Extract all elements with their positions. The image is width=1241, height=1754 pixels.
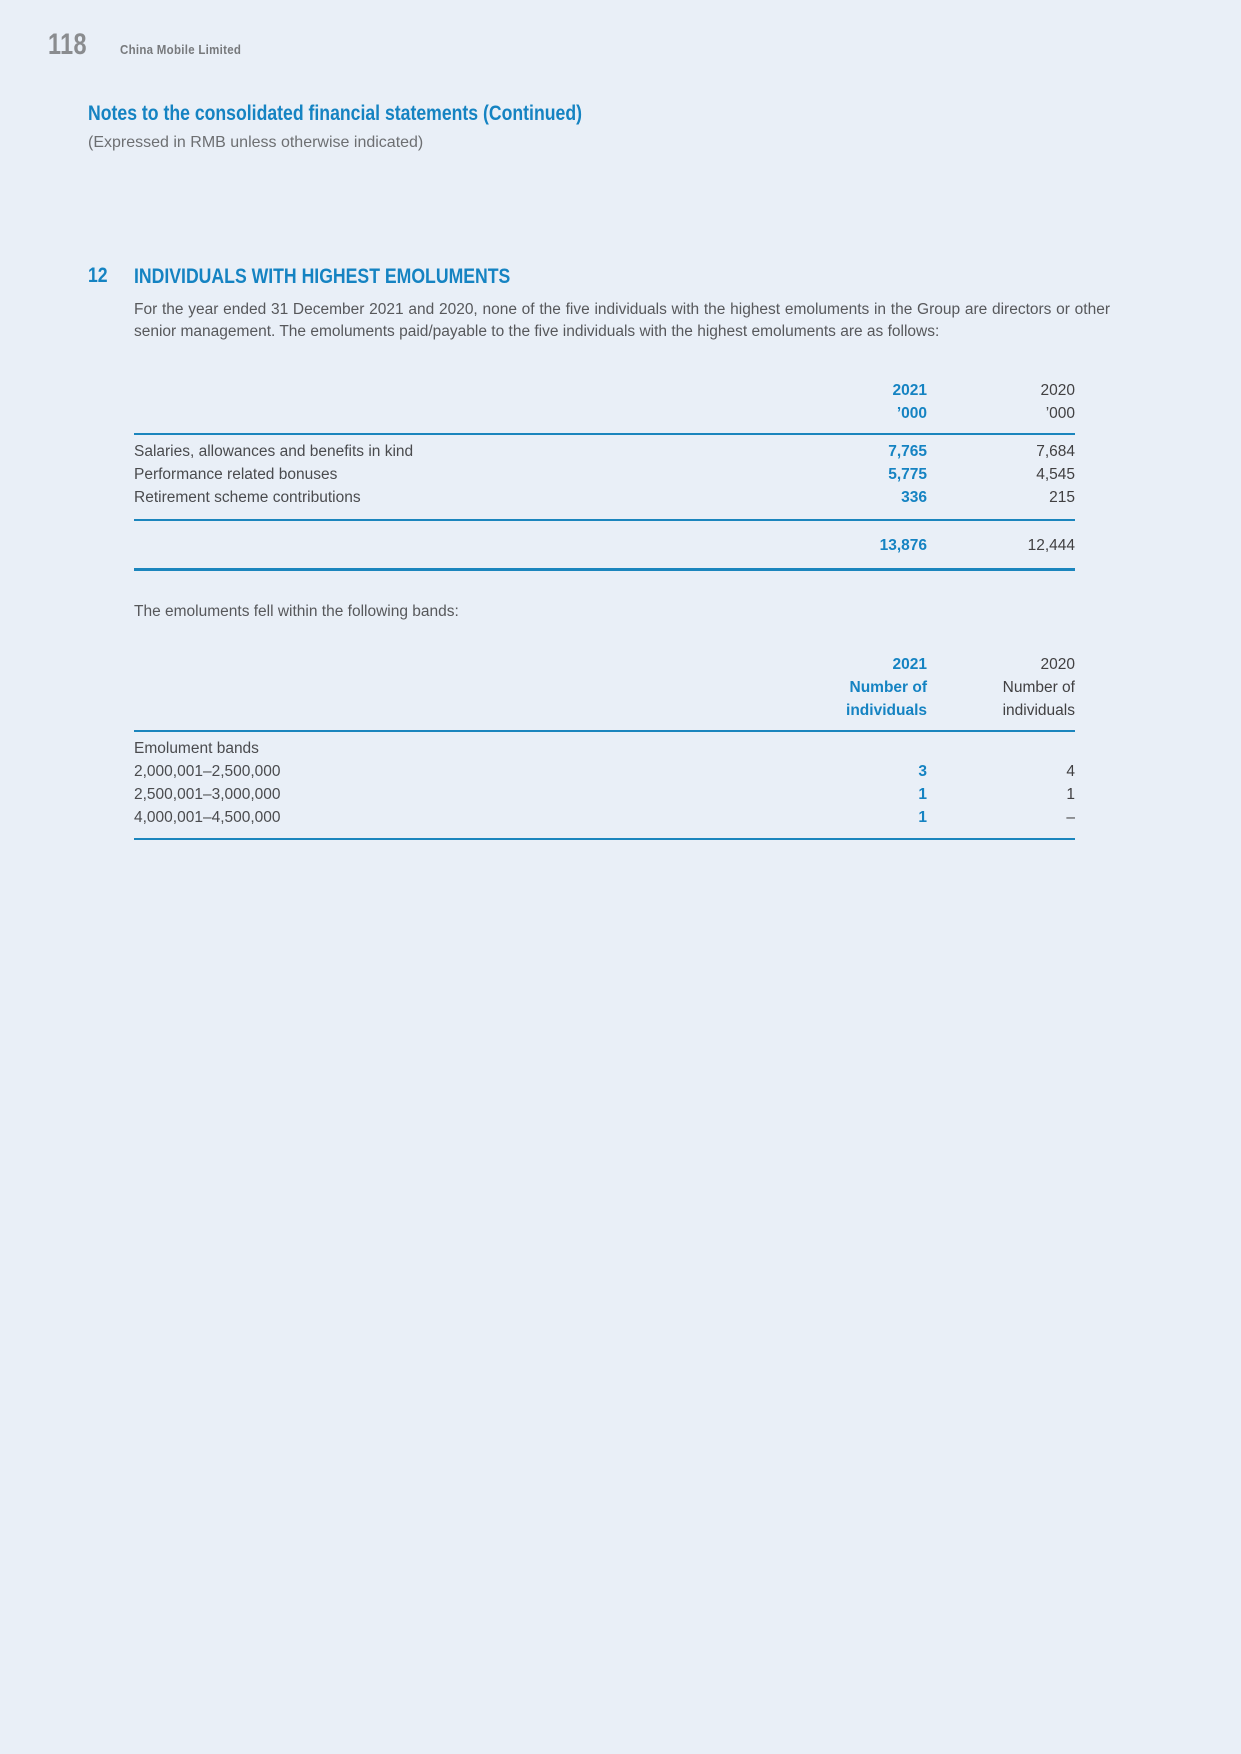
header-year-2020: 2020 [1040, 656, 1075, 673]
emoluments-table-header: 2021 2020 ’000 ’000 [134, 379, 1075, 435]
running-header: 118 China Mobile Limited [48, 28, 252, 62]
document-title: Notes to the consolidated financial stat… [88, 101, 1110, 127]
table-row: Performance related bonuses 5,775 4,545 [134, 463, 1075, 486]
page-number: 118 [48, 28, 98, 62]
band-range: 2,500,001–3,000,000 [134, 786, 281, 803]
row-value-2020: – [1066, 809, 1075, 826]
section-number: 12 [88, 264, 134, 840]
row-value-2020: 215 [1049, 489, 1075, 506]
emoluments-table: 2021 2020 ’000 ’000 Salaries, allowances… [134, 379, 1075, 571]
row-value-2020: 4,545 [1036, 466, 1075, 483]
emolument-bands-table: 2021 2020 Number of Number of individual… [134, 653, 1075, 840]
table-header-year-row: 2021 2020 [134, 379, 1075, 402]
header-year-2020: 2020 [1040, 382, 1075, 399]
header-numberof-2020: Number of [1002, 679, 1075, 696]
bands-intro-paragraph: The emoluments fell within the following… [134, 603, 459, 620]
row-label: Salaries, allowances and benefits in kin… [134, 443, 414, 460]
header-unit-2020: ’000 [1045, 405, 1075, 422]
section-body: INDIVIDUALS WITH HIGHEST EMOLUMENTS For … [134, 264, 1110, 840]
header-unit-2021: ’000 [896, 405, 927, 422]
table-total-row: 13,876 12,444 [134, 521, 1075, 571]
table-header-year-row: 2021 2020 [134, 653, 1075, 676]
section-heading-text: INDIVIDUALS WITH HIGHEST EMOLUMENTS [134, 265, 511, 288]
header-year-2021: 2021 [892, 656, 927, 673]
section-heading: INDIVIDUALS WITH HIGHEST EMOLUMENTS [134, 264, 1110, 290]
total-value-2020: 12,444 [1027, 537, 1075, 554]
row-value-2020: 1 [1066, 786, 1075, 803]
table-row: 2,000,001–2,500,000 3 4 [134, 760, 1075, 783]
section-number-text: 12 [88, 264, 108, 287]
header-individuals-2021: individuals [846, 702, 927, 719]
band-range: 4,000,001–4,500,000 [134, 809, 281, 826]
table-header-sub-row: individuals individuals [134, 699, 1075, 722]
header-year-2021: 2021 [892, 382, 927, 399]
row-value-2021: 336 [901, 489, 927, 506]
row-value-2021: 7,765 [888, 443, 927, 460]
section-intro-paragraph: For the year ended 31 December 2021 and … [134, 301, 1110, 340]
document-subtitle: (Expressed in RMB unless otherwise indic… [88, 134, 424, 151]
band-range: 2,000,001–2,500,000 [134, 763, 281, 780]
section-12: 12 INDIVIDUALS WITH HIGHEST EMOLUMENTS F… [88, 264, 1110, 840]
row-label: Performance related bonuses [134, 466, 338, 483]
row-value-2021: 3 [918, 763, 927, 780]
row-value-2021: 1 [918, 786, 927, 803]
bands-table-body: Emolument bands 2,000,001–2,500,000 3 4 … [134, 732, 1075, 840]
header-numberof-2021: Number of [849, 679, 928, 696]
table-group-label-row: Emolument bands [134, 737, 1075, 760]
page-number-text: 118 [48, 28, 87, 61]
title-block: Notes to the consolidated financial stat… [88, 101, 1110, 152]
emoluments-table-body: Salaries, allowances and benefits in kin… [134, 435, 1075, 521]
row-value-2021: 1 [918, 809, 927, 826]
document-title-text: Notes to the consolidated financial stat… [88, 102, 582, 125]
company-name-text: China Mobile Limited [119, 43, 242, 57]
company-name: China Mobile Limited [120, 43, 252, 57]
table-row: 4,000,001–4,500,000 1 – [134, 806, 1075, 829]
row-value-2020: 7,684 [1036, 443, 1075, 460]
bands-table-header: 2021 2020 Number of Number of individual… [134, 653, 1075, 732]
row-value-2021: 5,775 [888, 466, 927, 483]
total-value-2021: 13,876 [879, 537, 927, 554]
row-label: Retirement scheme contributions [134, 489, 361, 506]
row-value-2020: 4 [1066, 763, 1075, 780]
header-individuals-2020: individuals [1002, 702, 1075, 719]
group-label: Emolument bands [134, 740, 259, 757]
table-header-sub-row: Number of Number of [134, 676, 1076, 699]
table-header-unit-row: ’000 ’000 [134, 402, 1075, 425]
table-row: 2,500,001–3,000,000 1 1 [134, 783, 1075, 806]
table-row: Retirement scheme contributions 336 215 [134, 486, 1075, 509]
table-row: Salaries, allowances and benefits in kin… [134, 440, 1075, 463]
